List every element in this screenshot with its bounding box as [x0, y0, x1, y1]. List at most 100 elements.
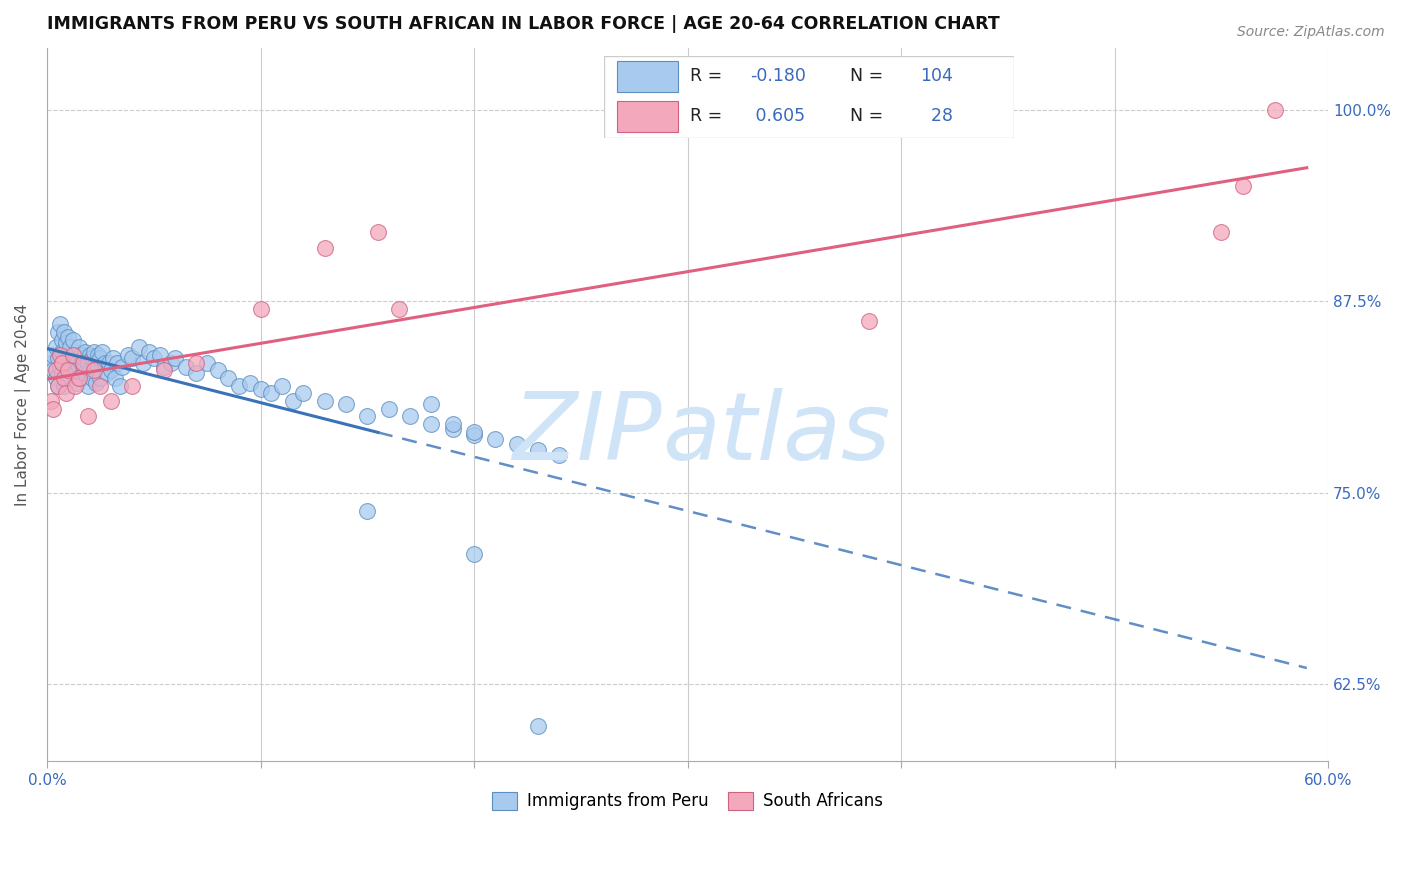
Point [356, 504, 378, 518]
Point [153, 360, 176, 375]
Point [76, 356, 98, 370]
Point [463, 425, 485, 439]
Point [67, 360, 90, 375]
Point [53, 371, 76, 385]
Point [186, 356, 208, 370]
Point [58, 363, 80, 377]
Point [72, 351, 94, 365]
Point [107, 356, 129, 370]
Point [117, 348, 139, 362]
Point [58, 371, 80, 385]
Point [42, 348, 65, 362]
Point [46, 378, 69, 392]
Point [51, 356, 73, 370]
Point [75, 367, 97, 381]
Point [207, 363, 229, 377]
Point [58, 348, 80, 362]
Point [1232, 179, 1254, 194]
Point [39, 393, 62, 408]
Point [80, 351, 103, 365]
Point [281, 393, 304, 408]
Point [58, 329, 80, 343]
Point [75, 344, 97, 359]
Point [399, 409, 422, 424]
Point [101, 351, 124, 365]
Point [527, 442, 550, 457]
Point [420, 397, 443, 411]
Point [100, 363, 122, 377]
Point [55, 386, 77, 401]
Point [67, 340, 90, 354]
Point [46, 351, 69, 365]
Point [270, 378, 292, 392]
Point [858, 314, 880, 328]
Point [49, 318, 72, 332]
Point [111, 360, 134, 375]
Point [100, 393, 122, 408]
Point [63, 348, 86, 362]
Text: IMMIGRANTS FROM PERU VS SOUTH AFRICAN IN LABOR FORCE | AGE 20-64 CORRELATION CHA: IMMIGRANTS FROM PERU VS SOUTH AFRICAN IN… [46, 15, 1000, 33]
Y-axis label: In Labor Force | Age 20-64: In Labor Force | Age 20-64 [15, 303, 31, 506]
Point [121, 351, 143, 365]
Point [142, 351, 165, 365]
Point [59, 356, 82, 370]
Point [96, 367, 118, 381]
Point [72, 356, 94, 370]
Point [186, 367, 208, 381]
Point [97, 356, 120, 370]
Point [441, 421, 464, 435]
Point [76, 378, 98, 392]
Point [83, 360, 105, 375]
Point [62, 363, 84, 377]
Point [89, 371, 111, 385]
Point [62, 348, 84, 362]
Point [195, 356, 218, 370]
Point [132, 356, 155, 370]
Point [138, 344, 160, 359]
Point [53, 378, 76, 392]
Point [548, 448, 571, 462]
Point [62, 333, 84, 347]
Point [104, 371, 127, 385]
Point [51, 333, 73, 347]
Text: atlas: atlas [662, 388, 890, 479]
Point [83, 363, 105, 377]
Point [335, 397, 357, 411]
Point [165, 351, 187, 365]
Point [55, 356, 77, 370]
Point [66, 376, 89, 390]
Text: Source: ZipAtlas.com: Source: ZipAtlas.com [1237, 25, 1385, 39]
Point [70, 348, 93, 362]
Point [83, 344, 105, 359]
Point [292, 386, 315, 401]
Point [356, 409, 378, 424]
Point [108, 378, 131, 392]
Point [66, 356, 89, 370]
Point [55, 335, 77, 350]
Point [377, 401, 399, 416]
Point [87, 348, 110, 362]
Point [441, 417, 464, 431]
Point [79, 363, 101, 377]
Point [153, 363, 176, 377]
Point [63, 378, 86, 392]
Point [388, 301, 411, 316]
Text: ZIP: ZIP [512, 388, 662, 479]
Point [249, 301, 271, 316]
Point [53, 351, 76, 365]
Point [89, 378, 111, 392]
Point [1264, 103, 1286, 117]
Point [42, 363, 65, 377]
Point [367, 225, 389, 239]
Point [84, 356, 107, 370]
Point [84, 376, 107, 390]
Point [527, 719, 550, 733]
Point [128, 340, 150, 354]
Point [44, 363, 66, 377]
Point [59, 340, 82, 354]
Point [1211, 225, 1233, 239]
Point [44, 371, 66, 385]
Point [67, 371, 90, 385]
Point [314, 393, 336, 408]
Point [42, 401, 65, 416]
